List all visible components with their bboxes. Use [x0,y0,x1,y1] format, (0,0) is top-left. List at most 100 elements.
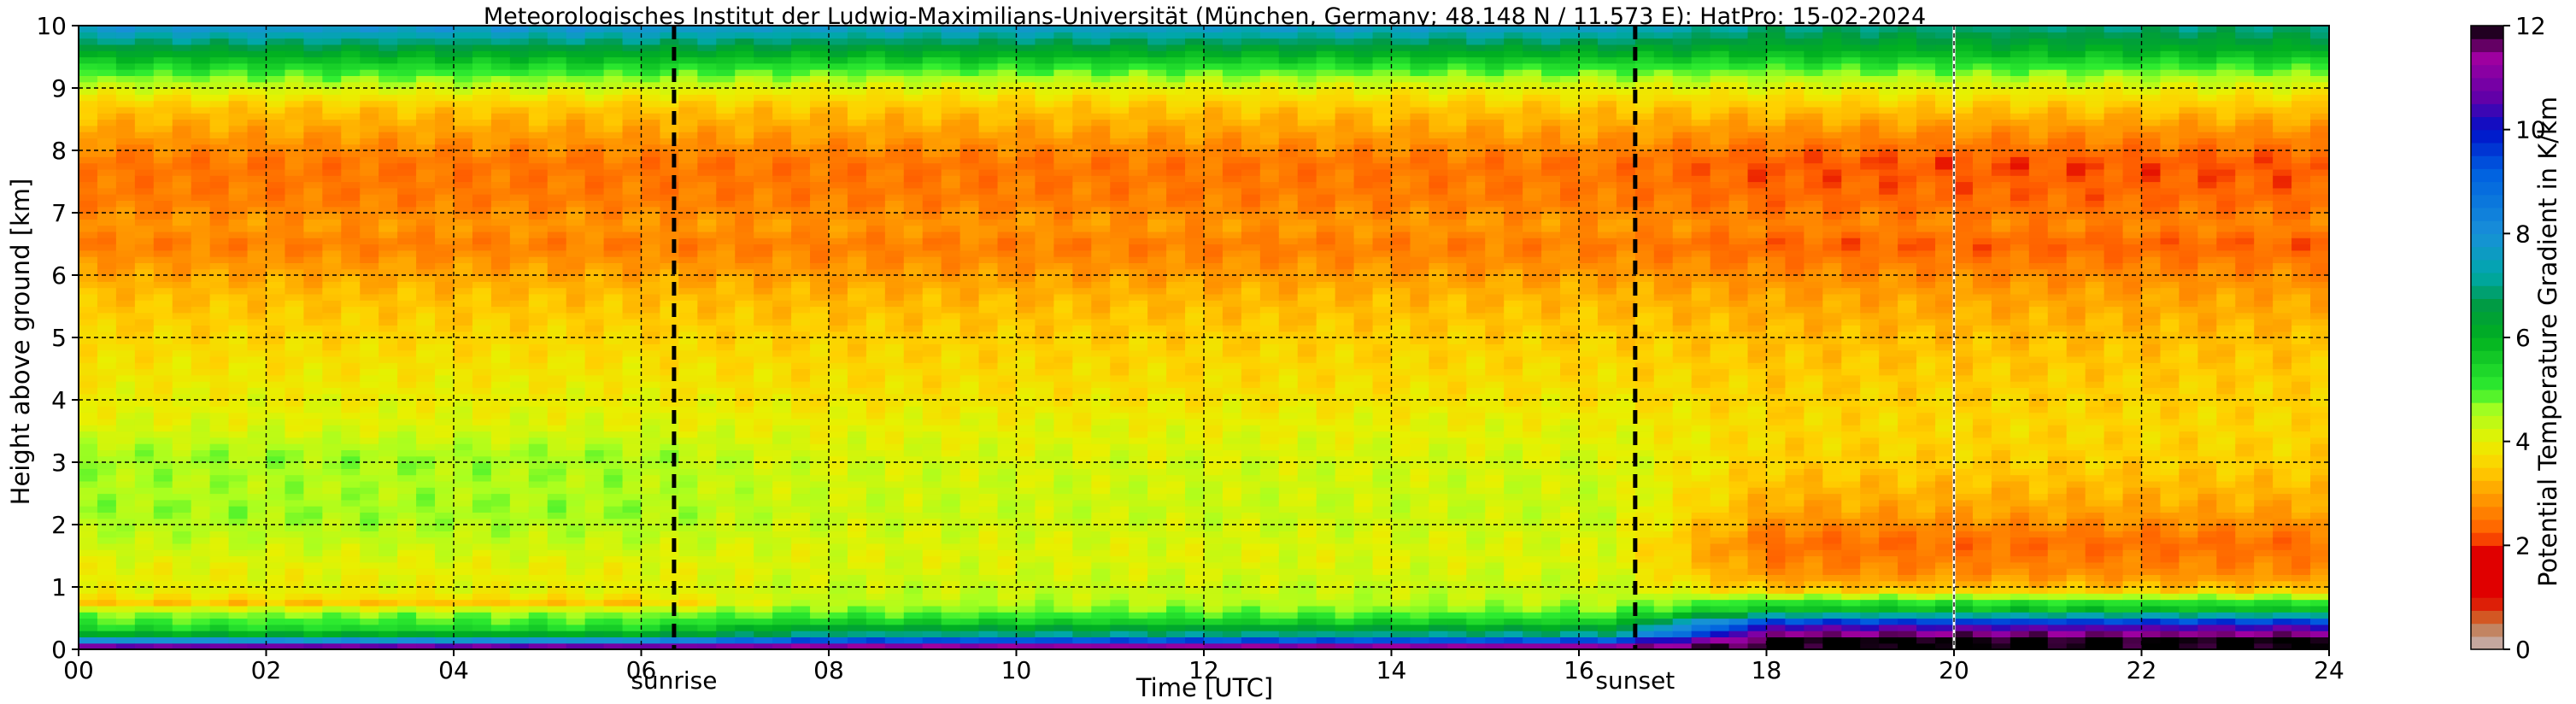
heatmap-cell [754,287,773,295]
heatmap-cell [472,387,492,395]
heatmap-cell [829,493,848,501]
heatmap-cell [810,537,830,544]
heatmap-cell [115,69,136,76]
heatmap-cell [172,125,192,132]
heatmap-cell [209,599,230,607]
heatmap-cell [172,249,192,257]
heatmap-cell [97,480,117,488]
heatmap-cell [903,231,924,238]
heatmap-cell [547,531,567,538]
heatmap-cell [660,443,679,450]
heatmap-cell [509,631,530,637]
heatmap-cell [303,400,323,407]
heatmap-cell [153,306,173,314]
heatmap-cell [847,493,867,501]
heatmap-cell [209,50,230,58]
heatmap-cell [884,213,905,220]
heatmap-cell [172,69,192,76]
heatmap-cell [322,50,342,58]
heatmap-cell [603,113,624,120]
heatmap-cell [735,506,754,513]
heatmap-cell [941,100,961,108]
heatmap-cell [678,537,698,544]
heatmap-cell [285,88,304,95]
heatmap-cell [341,355,361,363]
heatmap-cell [454,150,473,157]
heatmap-cell [153,462,173,469]
heatmap-cell [134,499,155,507]
heatmap-cell [978,81,999,89]
heatmap-cell [228,337,249,344]
heatmap-cell [209,281,230,289]
heatmap-cell [528,268,549,276]
heatmap-cell [266,243,286,251]
heatmap-cell [303,88,323,95]
heatmap-cell [97,631,117,637]
heatmap-cell [509,150,530,157]
heatmap-cell [285,599,304,607]
heatmap-cell [866,493,886,501]
heatmap-cell [303,94,323,102]
heatmap-cell [641,275,661,282]
heatmap-cell [153,132,173,138]
heatmap-cell [697,268,717,276]
heatmap-cell [941,425,961,432]
heatmap-cell [490,300,511,308]
heatmap-cell [791,249,811,257]
heatmap-cell [228,88,249,95]
heatmap-cell [547,605,567,613]
heatmap-cell [922,319,942,326]
heatmap-cell [228,474,249,482]
heatmap-cell [603,437,624,444]
heatmap-cell [490,62,511,70]
heatmap-cell [528,144,549,151]
heatmap-cell [79,349,98,357]
heatmap-cell [247,349,267,357]
heatmap-cell [903,162,924,170]
heatmap-cell [697,231,717,238]
heatmap-cell [903,113,924,120]
heatmap-cell [153,225,173,232]
heatmap-cell [622,368,643,376]
heatmap-cell [959,113,980,120]
heatmap-cell [678,150,698,157]
heatmap-cell [209,213,230,220]
heatmap-cell [547,275,567,282]
heatmap-cell [922,574,942,582]
heatmap-cell [810,355,830,363]
heatmap-cell [341,156,361,164]
heatmap-cell [829,219,848,226]
heatmap-cell [115,219,136,226]
heatmap-cell [303,200,323,208]
heatmap-cell [884,187,905,195]
heatmap-cell [884,493,905,501]
heatmap-cell [97,462,117,469]
heatmap-cell [622,449,643,457]
heatmap-cell [416,493,436,501]
heatmap-cell [341,512,361,519]
heatmap-cell [884,168,905,176]
heatmap-cell [172,81,192,89]
heatmap-cell [454,113,473,120]
heatmap-cell [397,275,417,282]
heatmap-cell [566,81,586,89]
heatmap-cell [134,637,155,644]
heatmap-cell [454,449,473,457]
heatmap-cell [209,168,230,176]
heatmap-cell [490,187,511,195]
heatmap-cell [509,561,530,569]
heatmap-cell [660,612,679,619]
heatmap-cell [660,268,679,276]
heatmap-cell [772,213,792,220]
heatmap-cell [228,238,249,245]
heatmap-cell [903,312,924,320]
heatmap-cell [509,425,530,432]
heatmap-cell [490,587,511,594]
heatmap-cell [660,487,679,495]
heatmap-cell [134,144,155,151]
heatmap-cell [772,113,792,120]
heatmap-cell [866,580,886,588]
heatmap-cell [622,637,643,644]
heatmap-cell [397,26,417,32]
heatmap-cell [829,599,848,607]
